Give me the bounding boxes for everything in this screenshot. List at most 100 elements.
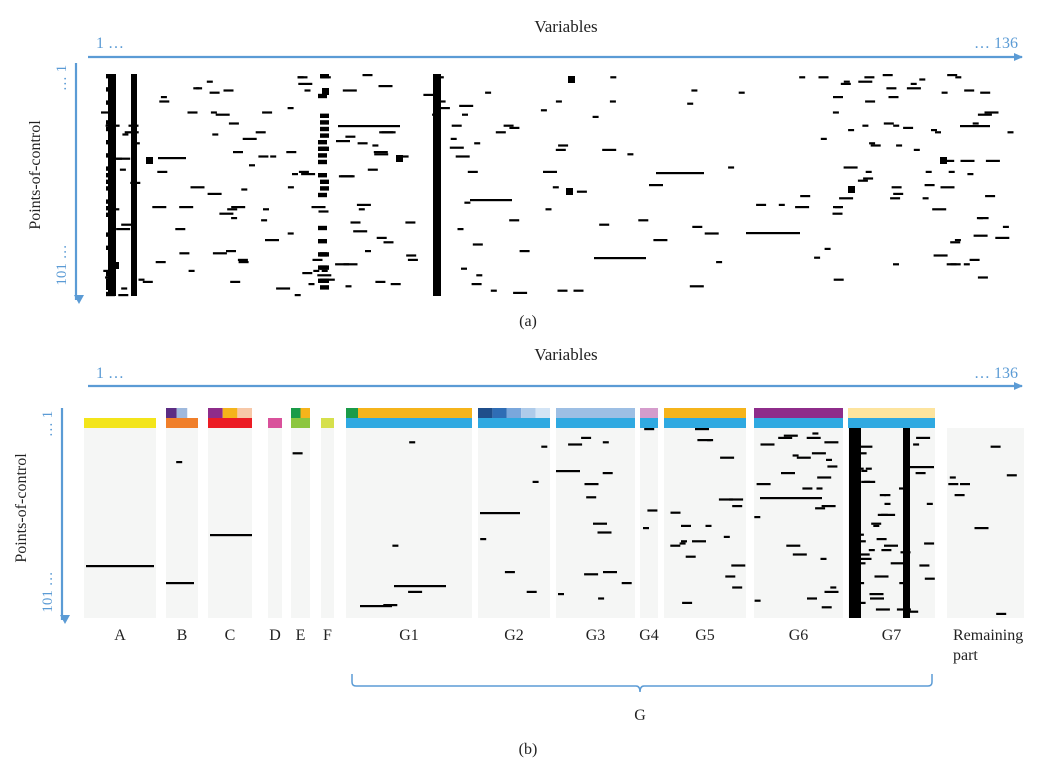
panel-a-cell [503,124,514,127]
panel-a-cell [106,206,115,211]
group-cell [409,441,416,444]
group-color-bar [166,418,198,428]
group-color-bar [478,418,550,428]
group-color-bar [291,408,301,418]
panel-a-cell [157,170,168,173]
panel-a-cell [738,91,745,94]
group-color-bar [848,408,935,418]
group-label: G3 [586,627,606,644]
panel-a-cell [1007,131,1014,134]
group-color-bar [556,408,635,418]
group-cell [960,483,970,486]
panel-a-cell [967,173,974,176]
panel-a-cell [383,241,394,244]
group-label: G7 [882,627,902,644]
group-cell [647,509,658,512]
group-cell [820,557,827,560]
panel-a-dense-column [433,74,441,296]
panel-a-cell [935,131,941,134]
group-cell [811,452,826,455]
group-cell [899,487,905,490]
panel-a-cell [106,245,115,250]
panel-b-y-start: … 1 [40,411,56,437]
panel-a-cell [433,76,444,79]
group-cell [874,575,889,578]
panel-a-cell [298,170,309,173]
group-c: C [208,408,252,644]
panel-a-y-label: Points-of-control [27,120,44,230]
panel-a-cell [406,254,417,257]
panel-a-cell [835,206,842,209]
group-cell [949,476,956,479]
panel-a-cell [462,113,468,116]
group-run [760,497,822,500]
group-cell [644,428,655,431]
panel-a-cell [270,155,277,158]
panel-a-cell [948,170,955,173]
group-cell [581,436,592,439]
panel-a-cell [599,223,610,226]
panel-a-block [940,157,947,164]
group-cell [586,496,597,499]
group-color-bar [521,408,536,418]
group-cell [697,439,712,442]
panel-a-cell [728,166,735,169]
panel-a-cell [955,76,962,79]
group-cell [830,586,837,589]
panel-a-cell [913,148,920,151]
group-e: E [291,408,310,644]
group-color-bar [321,418,334,428]
panel-a-cell [210,111,217,114]
panel-a-cell [818,76,829,79]
group-cell [919,564,930,567]
panel-a-cell [457,228,464,231]
group-cell [884,502,891,505]
panel-a-cell [439,100,446,103]
panel-a-cell [320,76,331,79]
panel-a-cell [649,184,663,187]
panel-a-cell [925,170,932,173]
group-cell [859,601,866,604]
panel-a-cell [969,258,980,261]
group-cell [881,513,896,516]
group-cell [480,538,487,541]
panel-a-cell [863,177,874,180]
panel-a-cell [121,287,128,290]
group-cell [760,443,775,446]
panel-a-cell [814,256,821,259]
panel-a-cell [985,159,1000,162]
panel-a-cell [353,230,368,233]
group-cell [858,445,873,448]
group-color-bar [84,418,156,428]
panel-a-cell [261,219,268,222]
panel-a-cell [108,157,122,160]
panel-a-cell [843,80,850,83]
panel-a-cell [896,144,903,147]
panel-a-cell [931,129,937,132]
panel-a-cell [215,113,230,116]
panel-a-cell [116,157,131,160]
panel-a-cell [893,124,900,127]
g-group-brace [351,674,933,693]
panel-a-cell [367,168,378,171]
panel-a-cell [472,243,483,246]
group-run [480,512,520,515]
panel-a-cell [886,87,897,90]
group-background [166,428,198,618]
panel-a-cell [862,124,869,127]
panel-a-cell [142,280,153,283]
panel-a-cell [716,261,723,264]
panel-a-cell [124,131,139,134]
group-cell [827,465,838,468]
panel-a-run [594,257,646,260]
panel-a-cell [106,179,115,184]
group-cell [603,571,617,574]
panel-a-cell [972,122,979,125]
group-color-bar [208,418,252,428]
panel-a-cell [297,76,308,79]
group-background [84,428,156,618]
group-run [394,585,446,588]
panel-a-run [470,199,512,202]
panel-a-cell [207,192,222,195]
panel-a-cell [301,173,316,176]
